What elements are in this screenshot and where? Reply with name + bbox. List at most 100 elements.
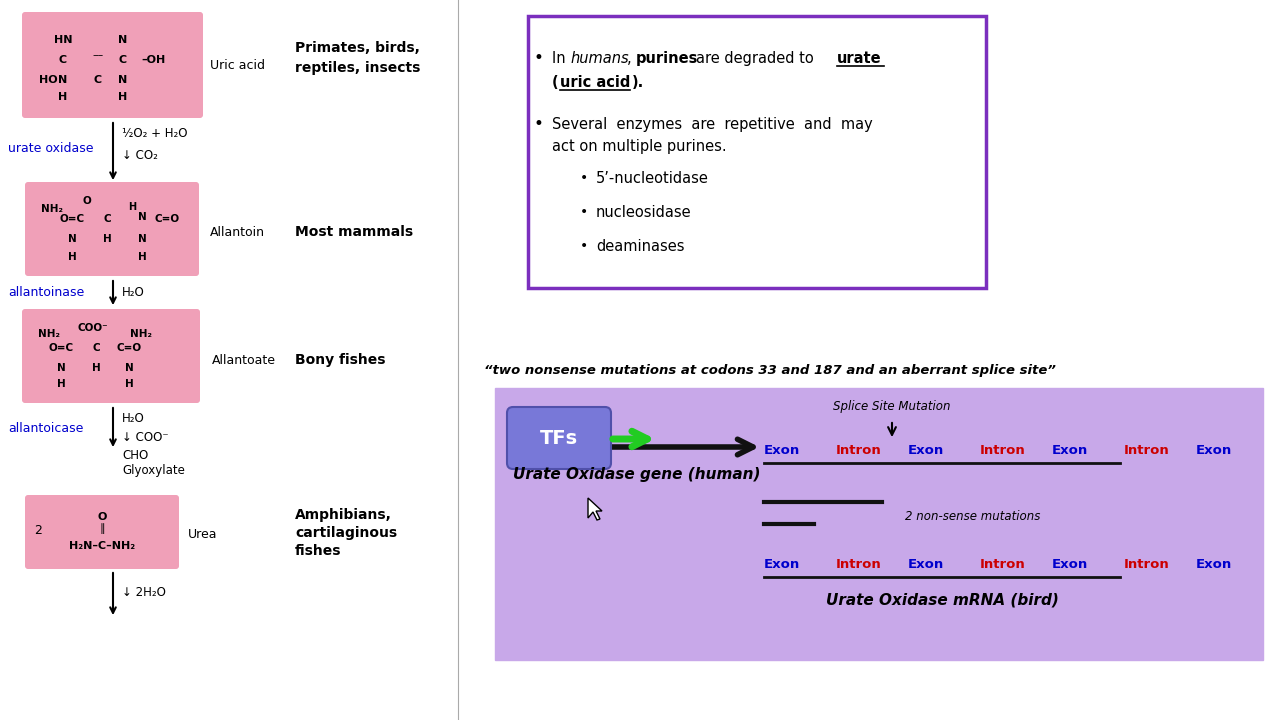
Text: Exon: Exon (1196, 559, 1233, 572)
Text: Amphibians,: Amphibians, (294, 508, 392, 522)
Text: ↓ CO₂: ↓ CO₂ (122, 148, 157, 161)
Text: fishes: fishes (294, 544, 342, 558)
Text: urate: urate (837, 50, 882, 66)
Text: 2 non-sense mutations: 2 non-sense mutations (905, 510, 1041, 523)
Text: are degraded to: are degraded to (696, 50, 814, 66)
Text: (: ( (552, 74, 558, 89)
Text: nucleosidase: nucleosidase (596, 204, 691, 220)
Text: cartilaginous: cartilaginous (294, 526, 397, 540)
Text: ↓ COO⁻: ↓ COO⁻ (122, 431, 169, 444)
Text: H: H (128, 202, 136, 212)
Text: H: H (102, 234, 111, 244)
Text: C: C (59, 55, 67, 65)
Text: COO⁻: COO⁻ (78, 323, 109, 333)
Text: Urate Oxidase mRNA (bird): Urate Oxidase mRNA (bird) (826, 593, 1059, 608)
Text: N: N (138, 212, 146, 222)
Text: deaminases: deaminases (596, 238, 685, 253)
Text: Splice Site Mutation: Splice Site Mutation (833, 400, 951, 413)
Text: Urea: Urea (188, 528, 218, 541)
Text: •: • (532, 115, 543, 133)
Text: C=O: C=O (155, 214, 179, 224)
Text: Most mammals: Most mammals (294, 225, 413, 239)
Text: HN: HN (54, 35, 72, 45)
Text: N: N (68, 234, 77, 244)
Text: allantoicase: allantoicase (8, 421, 83, 434)
Text: NH₂: NH₂ (41, 204, 63, 214)
FancyBboxPatch shape (495, 388, 1263, 660)
Text: •: • (580, 171, 588, 185)
Text: C: C (92, 343, 100, 353)
Text: act on multiple purines.: act on multiple purines. (552, 138, 727, 153)
Text: purines: purines (636, 50, 699, 66)
FancyBboxPatch shape (527, 16, 986, 288)
Text: N: N (118, 35, 128, 45)
Text: O=C: O=C (49, 343, 73, 353)
Text: Intron: Intron (836, 559, 882, 572)
Text: H: H (56, 379, 65, 389)
Text: N: N (118, 75, 128, 85)
Text: Uric acid: Uric acid (210, 58, 265, 71)
Text: Exon: Exon (908, 559, 945, 572)
Text: H: H (59, 92, 68, 102)
Text: N: N (124, 363, 133, 373)
Text: C=O: C=O (116, 343, 142, 353)
Text: Urate Oxidase gene (human): Urate Oxidase gene (human) (513, 467, 760, 482)
Text: uric acid: uric acid (559, 74, 630, 89)
Text: ,: , (627, 50, 636, 66)
Text: Exon: Exon (1052, 444, 1088, 456)
Text: ↓ 2H₂O: ↓ 2H₂O (122, 585, 166, 598)
Text: •: • (580, 205, 588, 219)
Text: Exon: Exon (1196, 444, 1233, 456)
Text: In: In (552, 50, 571, 66)
Text: O: O (83, 196, 91, 206)
Text: H: H (118, 92, 128, 102)
Text: N: N (138, 234, 146, 244)
Text: C: C (93, 75, 102, 85)
Text: H: H (124, 379, 133, 389)
Text: 5’-nucleotidase: 5’-nucleotidase (596, 171, 709, 186)
Text: NH₂: NH₂ (38, 329, 60, 339)
Text: H₂O: H₂O (122, 412, 145, 425)
Text: Intron: Intron (1124, 444, 1170, 456)
Text: NH₂: NH₂ (131, 329, 152, 339)
Text: ).: ). (632, 74, 644, 89)
Text: •: • (532, 49, 543, 67)
Text: C: C (104, 214, 111, 224)
Text: TFs: TFs (540, 428, 579, 448)
Text: allantoinase: allantoinase (8, 286, 84, 299)
Text: Exon: Exon (1052, 559, 1088, 572)
Text: 2: 2 (35, 523, 42, 536)
Text: urate oxidase: urate oxidase (8, 142, 93, 155)
Text: Several  enzymes  are  repetitive  and  may: Several enzymes are repetitive and may (552, 117, 873, 132)
Text: reptiles, insects: reptiles, insects (294, 61, 420, 75)
Text: Allantoin: Allantoin (210, 225, 265, 238)
Text: “two nonsense mutations at codons 33 and 187 and an aberrant splice site”: “two nonsense mutations at codons 33 and… (484, 364, 1056, 377)
Text: ––: –– (92, 50, 104, 60)
Text: CHO: CHO (122, 449, 148, 462)
Text: Exon: Exon (764, 559, 800, 572)
FancyBboxPatch shape (26, 182, 198, 276)
Text: N: N (56, 363, 65, 373)
FancyBboxPatch shape (26, 495, 179, 569)
Text: H: H (138, 252, 146, 262)
Text: Allantoate: Allantoate (212, 354, 276, 366)
FancyBboxPatch shape (22, 12, 204, 118)
Text: Exon: Exon (908, 444, 945, 456)
Text: Glyoxylate: Glyoxylate (122, 464, 184, 477)
Text: •: • (580, 239, 588, 253)
Text: O: O (97, 512, 106, 522)
Text: Intron: Intron (1124, 559, 1170, 572)
Text: H₂N–C–NH₂: H₂N–C–NH₂ (69, 541, 136, 551)
Text: –OH: –OH (141, 55, 165, 65)
Text: H: H (92, 363, 100, 373)
Text: Primates, birds,: Primates, birds, (294, 41, 420, 55)
Text: ∥: ∥ (99, 523, 105, 534)
Text: H₂O: H₂O (122, 286, 145, 299)
Text: Intron: Intron (836, 444, 882, 456)
Text: Bony fishes: Bony fishes (294, 353, 385, 367)
Text: C: C (119, 55, 127, 65)
Text: O=C: O=C (59, 214, 84, 224)
Text: Exon: Exon (764, 444, 800, 456)
Text: Intron: Intron (980, 559, 1025, 572)
FancyBboxPatch shape (22, 309, 200, 403)
